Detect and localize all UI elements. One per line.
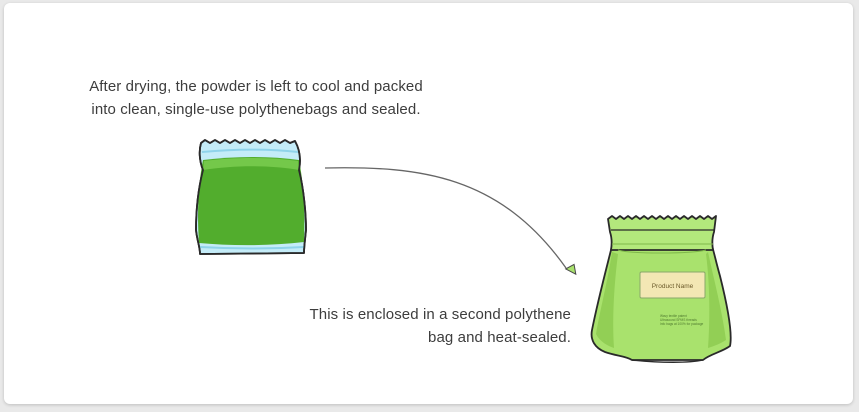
outer-bag-pleat	[617, 249, 707, 254]
diagram-artwork: Product Name Wavy textile patent Ultraso…	[195, 139, 732, 363]
process-arrow-head	[564, 263, 577, 276]
caption-sealing-line-1: This is enclosed in a second polythene	[309, 306, 571, 323]
outer-bag-top-seal	[607, 215, 717, 251]
outer-bag-small-print-1: Wavy textile patent	[660, 314, 687, 318]
caption-packing-line-2: into clean, single-use polythenebags and…	[91, 101, 421, 118]
caption-sealing: This is enclosed in a second polythene b…	[234, 303, 571, 349]
outer-bag-gusset-right	[706, 252, 726, 348]
inner-bag-powder	[198, 157, 305, 246]
outer-bag-bottom-seal	[631, 359, 704, 363]
inner-polythene-bag-icon	[195, 139, 307, 255]
diagram-card: After drying, the powder is left to cool…	[4, 3, 853, 404]
process-arrow-icon	[324, 167, 577, 276]
inner-bag-seal-bottom	[199, 246, 305, 250]
outer-bag-gusset-left	[596, 252, 618, 348]
inner-bag-powder-highlight	[203, 158, 299, 170]
caption-sealing-line-2: bag and heat-sealed.	[428, 329, 571, 346]
inner-bag-seal-top	[201, 148, 299, 153]
outer-polythene-bag-icon: Product Name Wavy textile patent Ultraso…	[590, 215, 732, 363]
outer-bag-small-print-3: Info bags at 100% for package	[660, 322, 703, 326]
caption-packing: After drying, the powder is left to cool…	[66, 75, 446, 121]
caption-packing-line-1: After drying, the powder is left to cool…	[89, 78, 423, 95]
outer-bag-label-title: Product Name	[652, 283, 694, 290]
outer-bag-small-print-2: Ultrasound SPMS threads	[660, 318, 697, 322]
outer-bag-label	[639, 271, 706, 299]
process-arrow-line	[324, 167, 567, 269]
inner-bag-outline	[195, 139, 307, 255]
